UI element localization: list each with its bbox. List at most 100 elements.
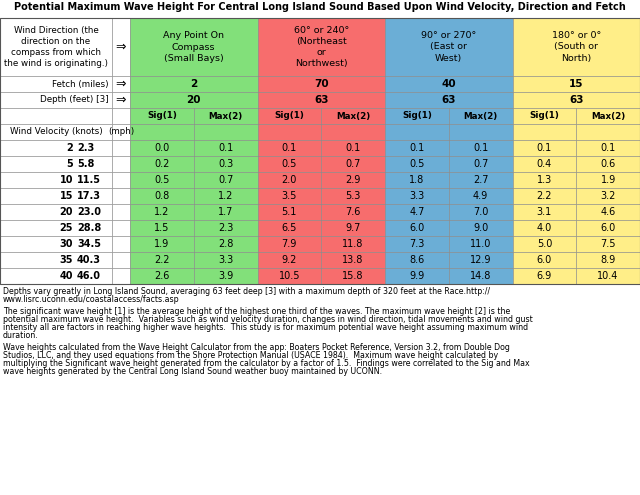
Bar [513,140,576,156]
Text: 0.7: 0.7 [346,159,361,169]
Text: 3.3: 3.3 [409,191,424,201]
Bar [130,76,257,92]
Bar [513,236,576,252]
Text: 0.5: 0.5 [282,159,297,169]
Text: 12.9: 12.9 [470,255,492,265]
Bar [321,172,385,188]
Bar [385,172,449,188]
Bar [385,76,513,92]
Text: ⇒: ⇒ [116,94,126,106]
Bar [513,108,576,124]
Text: 4.7: 4.7 [409,207,424,217]
Bar [194,188,257,204]
Bar [130,172,194,188]
Bar [449,188,513,204]
Text: Studios, LLC, and they used equations from the Shore Protection Manual (USACE 19: Studios, LLC, and they used equations fr… [3,351,498,360]
Text: Max(2): Max(2) [463,111,498,120]
Text: ⇒: ⇒ [116,78,126,91]
Text: multiplying the Significant wave height generated from the calculator by a facto: multiplying the Significant wave height … [3,359,530,368]
Bar [130,18,257,76]
Bar [257,252,321,268]
Bar [257,124,321,140]
Bar [130,204,194,220]
Bar [576,252,640,268]
Bar [112,252,130,268]
Text: 7.5: 7.5 [600,239,616,249]
Text: 5: 5 [67,159,73,169]
Text: Depths vary greatly in Long Island Sound, averaging 63 feet deep [3] with a maxi: Depths vary greatly in Long Island Sound… [3,287,490,296]
Bar [112,76,130,92]
Bar [449,220,513,236]
Bar [385,18,513,76]
Text: 7.9: 7.9 [282,239,297,249]
Bar [0,268,112,284]
Text: 3.1: 3.1 [537,207,552,217]
Text: 0.5: 0.5 [154,175,170,185]
Bar [257,92,385,108]
Bar [513,18,640,76]
Text: The significant wave height [1] is the average height of the highest one third o: The significant wave height [1] is the a… [3,307,510,316]
Text: 30: 30 [60,239,73,249]
Text: 4.6: 4.6 [600,207,616,217]
Text: 60° or 240°
(Northeast
or
Northwest): 60° or 240° (Northeast or Northwest) [294,26,349,68]
Bar [576,236,640,252]
Bar [112,140,130,156]
Bar [0,172,112,188]
Text: Wind Velocity (knots): Wind Velocity (knots) [10,128,102,137]
Bar [130,268,194,284]
Bar [321,252,385,268]
Bar [321,156,385,172]
Text: ⇒: ⇒ [116,41,126,53]
Text: 0.1: 0.1 [473,143,488,153]
Bar [257,204,321,220]
Bar [112,220,130,236]
Text: 0.2: 0.2 [154,159,170,169]
Bar [0,252,112,268]
Text: 9.7: 9.7 [346,223,361,233]
Bar [576,188,640,204]
Text: 15.8: 15.8 [342,271,364,281]
Text: (mph): (mph) [108,128,134,137]
Bar [194,156,257,172]
Bar [449,172,513,188]
Bar [321,140,385,156]
Text: 2.7: 2.7 [473,175,488,185]
Bar [513,268,576,284]
Text: 3.2: 3.2 [600,191,616,201]
Bar [257,220,321,236]
Bar [576,220,640,236]
Bar [112,124,130,140]
Bar [0,236,112,252]
Text: 5.0: 5.0 [537,239,552,249]
Bar [321,204,385,220]
Text: Max(2): Max(2) [591,111,625,120]
Text: 0.1: 0.1 [600,143,616,153]
Bar [385,268,449,284]
Bar [385,92,513,108]
Bar [112,156,130,172]
Text: 40.3: 40.3 [77,255,101,265]
Text: Wind Direction (the
direction on the
compass from which
the wind is originating.: Wind Direction (the direction on the com… [4,26,108,68]
Text: 6.9: 6.9 [537,271,552,281]
Bar [194,108,257,124]
Bar [112,108,130,124]
Text: 2.9: 2.9 [346,175,361,185]
Bar [257,108,321,124]
Text: 4.0: 4.0 [537,223,552,233]
Text: 40: 40 [60,271,73,281]
Text: Potential Maximum Wave Height For Central Long Island Sound Based Upon Wind Velo: Potential Maximum Wave Height For Centra… [14,2,626,12]
Bar [0,18,640,284]
Text: 20: 20 [60,207,73,217]
Text: 0.1: 0.1 [218,143,233,153]
Text: 6.0: 6.0 [409,223,424,233]
Bar [449,252,513,268]
Text: Sig(1): Sig(1) [402,111,432,120]
Text: 0.1: 0.1 [537,143,552,153]
Bar [513,204,576,220]
Text: 9.0: 9.0 [473,223,488,233]
Bar [385,252,449,268]
Bar [194,140,257,156]
Text: 5.3: 5.3 [346,191,361,201]
Text: 7.0: 7.0 [473,207,488,217]
Text: wave heights generated by the Central Long Island Sound weather buoy maintained : wave heights generated by the Central Lo… [3,367,382,376]
